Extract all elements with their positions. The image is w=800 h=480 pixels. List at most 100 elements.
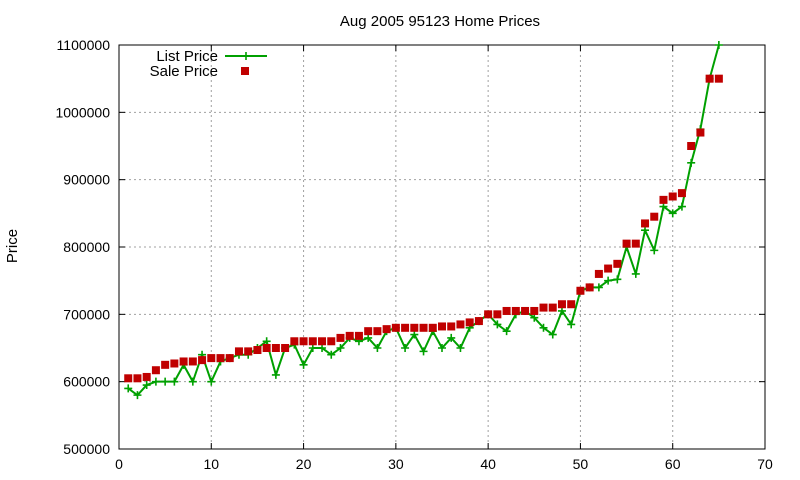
list-price-point <box>447 333 456 342</box>
list-price-point <box>327 350 336 359</box>
sale-price-point <box>474 317 483 326</box>
legend-list-price: List Price <box>156 48 218 65</box>
y-axis-label: Price <box>4 229 21 263</box>
sale-price-point <box>438 322 446 331</box>
list-price-line <box>127 44 720 397</box>
sale-price-point <box>585 283 594 292</box>
sale-price-point <box>253 346 262 355</box>
sale-price-point <box>290 337 299 346</box>
legend-list-price-marker <box>242 52 250 60</box>
list-price-point <box>539 323 548 332</box>
sale-price-point <box>234 347 243 356</box>
sale-price-point <box>613 259 622 268</box>
y-axis-ticks: 500000 600000 700000 800000 900000 1000000 110… <box>55 37 765 457</box>
sale-price-point <box>188 357 197 366</box>
sale-price-point <box>133 374 142 383</box>
sale-price-point <box>622 239 631 248</box>
sale-price-point <box>401 323 410 332</box>
sale-price-point <box>410 323 419 332</box>
sale-price-point <box>521 306 530 315</box>
legend-sale-price-marker <box>241 67 249 75</box>
sale-price-point <box>151 366 160 375</box>
list-price-point <box>124 384 133 393</box>
sale-price-point <box>548 303 557 312</box>
list-price-point <box>401 344 410 352</box>
y-tick-label: 1100000 <box>57 37 111 53</box>
y-tick-label: 600000 <box>63 374 110 390</box>
y-tick-label: 500000 <box>63 441 110 457</box>
list-price-point <box>299 360 308 369</box>
list-price-point <box>687 158 696 167</box>
sale-price-point <box>225 354 234 363</box>
sale-price-point <box>576 286 585 295</box>
sale-price-point <box>705 74 714 83</box>
sale-price-point <box>345 331 354 340</box>
sale-price-point <box>382 325 391 334</box>
list-price-point <box>502 327 511 336</box>
sale-price-point <box>299 337 308 346</box>
list-price-point <box>567 320 576 329</box>
list-price-point <box>336 344 345 352</box>
x-tick-label: 10 <box>203 456 219 472</box>
sale-price-point <box>456 320 465 329</box>
sale-price-point <box>318 337 327 346</box>
sale-price-point <box>161 360 170 369</box>
sale-price-point <box>207 354 216 363</box>
sale-price-point <box>650 212 659 221</box>
sale-price-point <box>336 333 345 342</box>
list-price-point <box>613 275 622 284</box>
list-price-point <box>650 246 659 255</box>
y-tick-label: 1000000 <box>55 104 110 120</box>
sale-price-point <box>124 374 133 383</box>
sale-price-point <box>502 306 511 315</box>
sale-price-point <box>447 322 456 331</box>
list-price-point <box>641 226 650 235</box>
sale-price-point <box>391 323 400 332</box>
list-price-point <box>456 344 465 352</box>
sale-price-point <box>696 128 705 137</box>
sale-price-point <box>668 192 677 201</box>
sale-price-point <box>419 323 428 332</box>
sale-price-point <box>677 189 686 198</box>
list-price-point <box>677 202 686 211</box>
list-price-point <box>364 333 373 342</box>
sale-price-point <box>281 344 290 352</box>
sale-price-point <box>216 354 225 363</box>
sale-price-point <box>484 310 493 319</box>
list-price-point <box>161 377 170 386</box>
list-price-point <box>419 347 428 356</box>
list-price-point <box>557 306 566 315</box>
sale-price-point <box>170 359 179 368</box>
y-tick-label: 700000 <box>63 306 110 322</box>
list-price-point <box>271 370 280 379</box>
x-axis-ticks: 0 10 20 30 40 50 60 70 <box>115 45 773 472</box>
sale-price-point <box>244 347 253 356</box>
sale-price-point <box>271 344 280 352</box>
list-price-point <box>318 344 327 352</box>
list-price-point <box>548 330 557 339</box>
sale-price-point <box>659 195 668 204</box>
sale-price-point <box>594 269 603 278</box>
list-price-point <box>410 330 419 339</box>
list-price-point <box>151 377 160 386</box>
chart-title: Aug 2005 95123 Home Prices <box>340 13 540 30</box>
sale-price-point <box>198 356 207 365</box>
x-tick-label: 20 <box>296 456 312 472</box>
legend-sale-price: Sale Price <box>150 63 218 80</box>
list-price-point <box>438 344 446 352</box>
y-tick-label: 900000 <box>63 172 110 188</box>
list-price-point <box>714 41 723 49</box>
series-layer <box>124 41 723 400</box>
list-price-point <box>594 283 603 292</box>
x-tick-label: 60 <box>665 456 681 472</box>
list-price-point <box>188 377 197 386</box>
sale-price-point <box>364 327 373 336</box>
list-price-point <box>659 202 668 211</box>
sale-price-point <box>354 331 363 340</box>
list-price-point <box>262 337 271 346</box>
list-price-point <box>133 391 142 400</box>
sale-price-point <box>465 318 474 327</box>
sale-price-point <box>373 327 382 336</box>
